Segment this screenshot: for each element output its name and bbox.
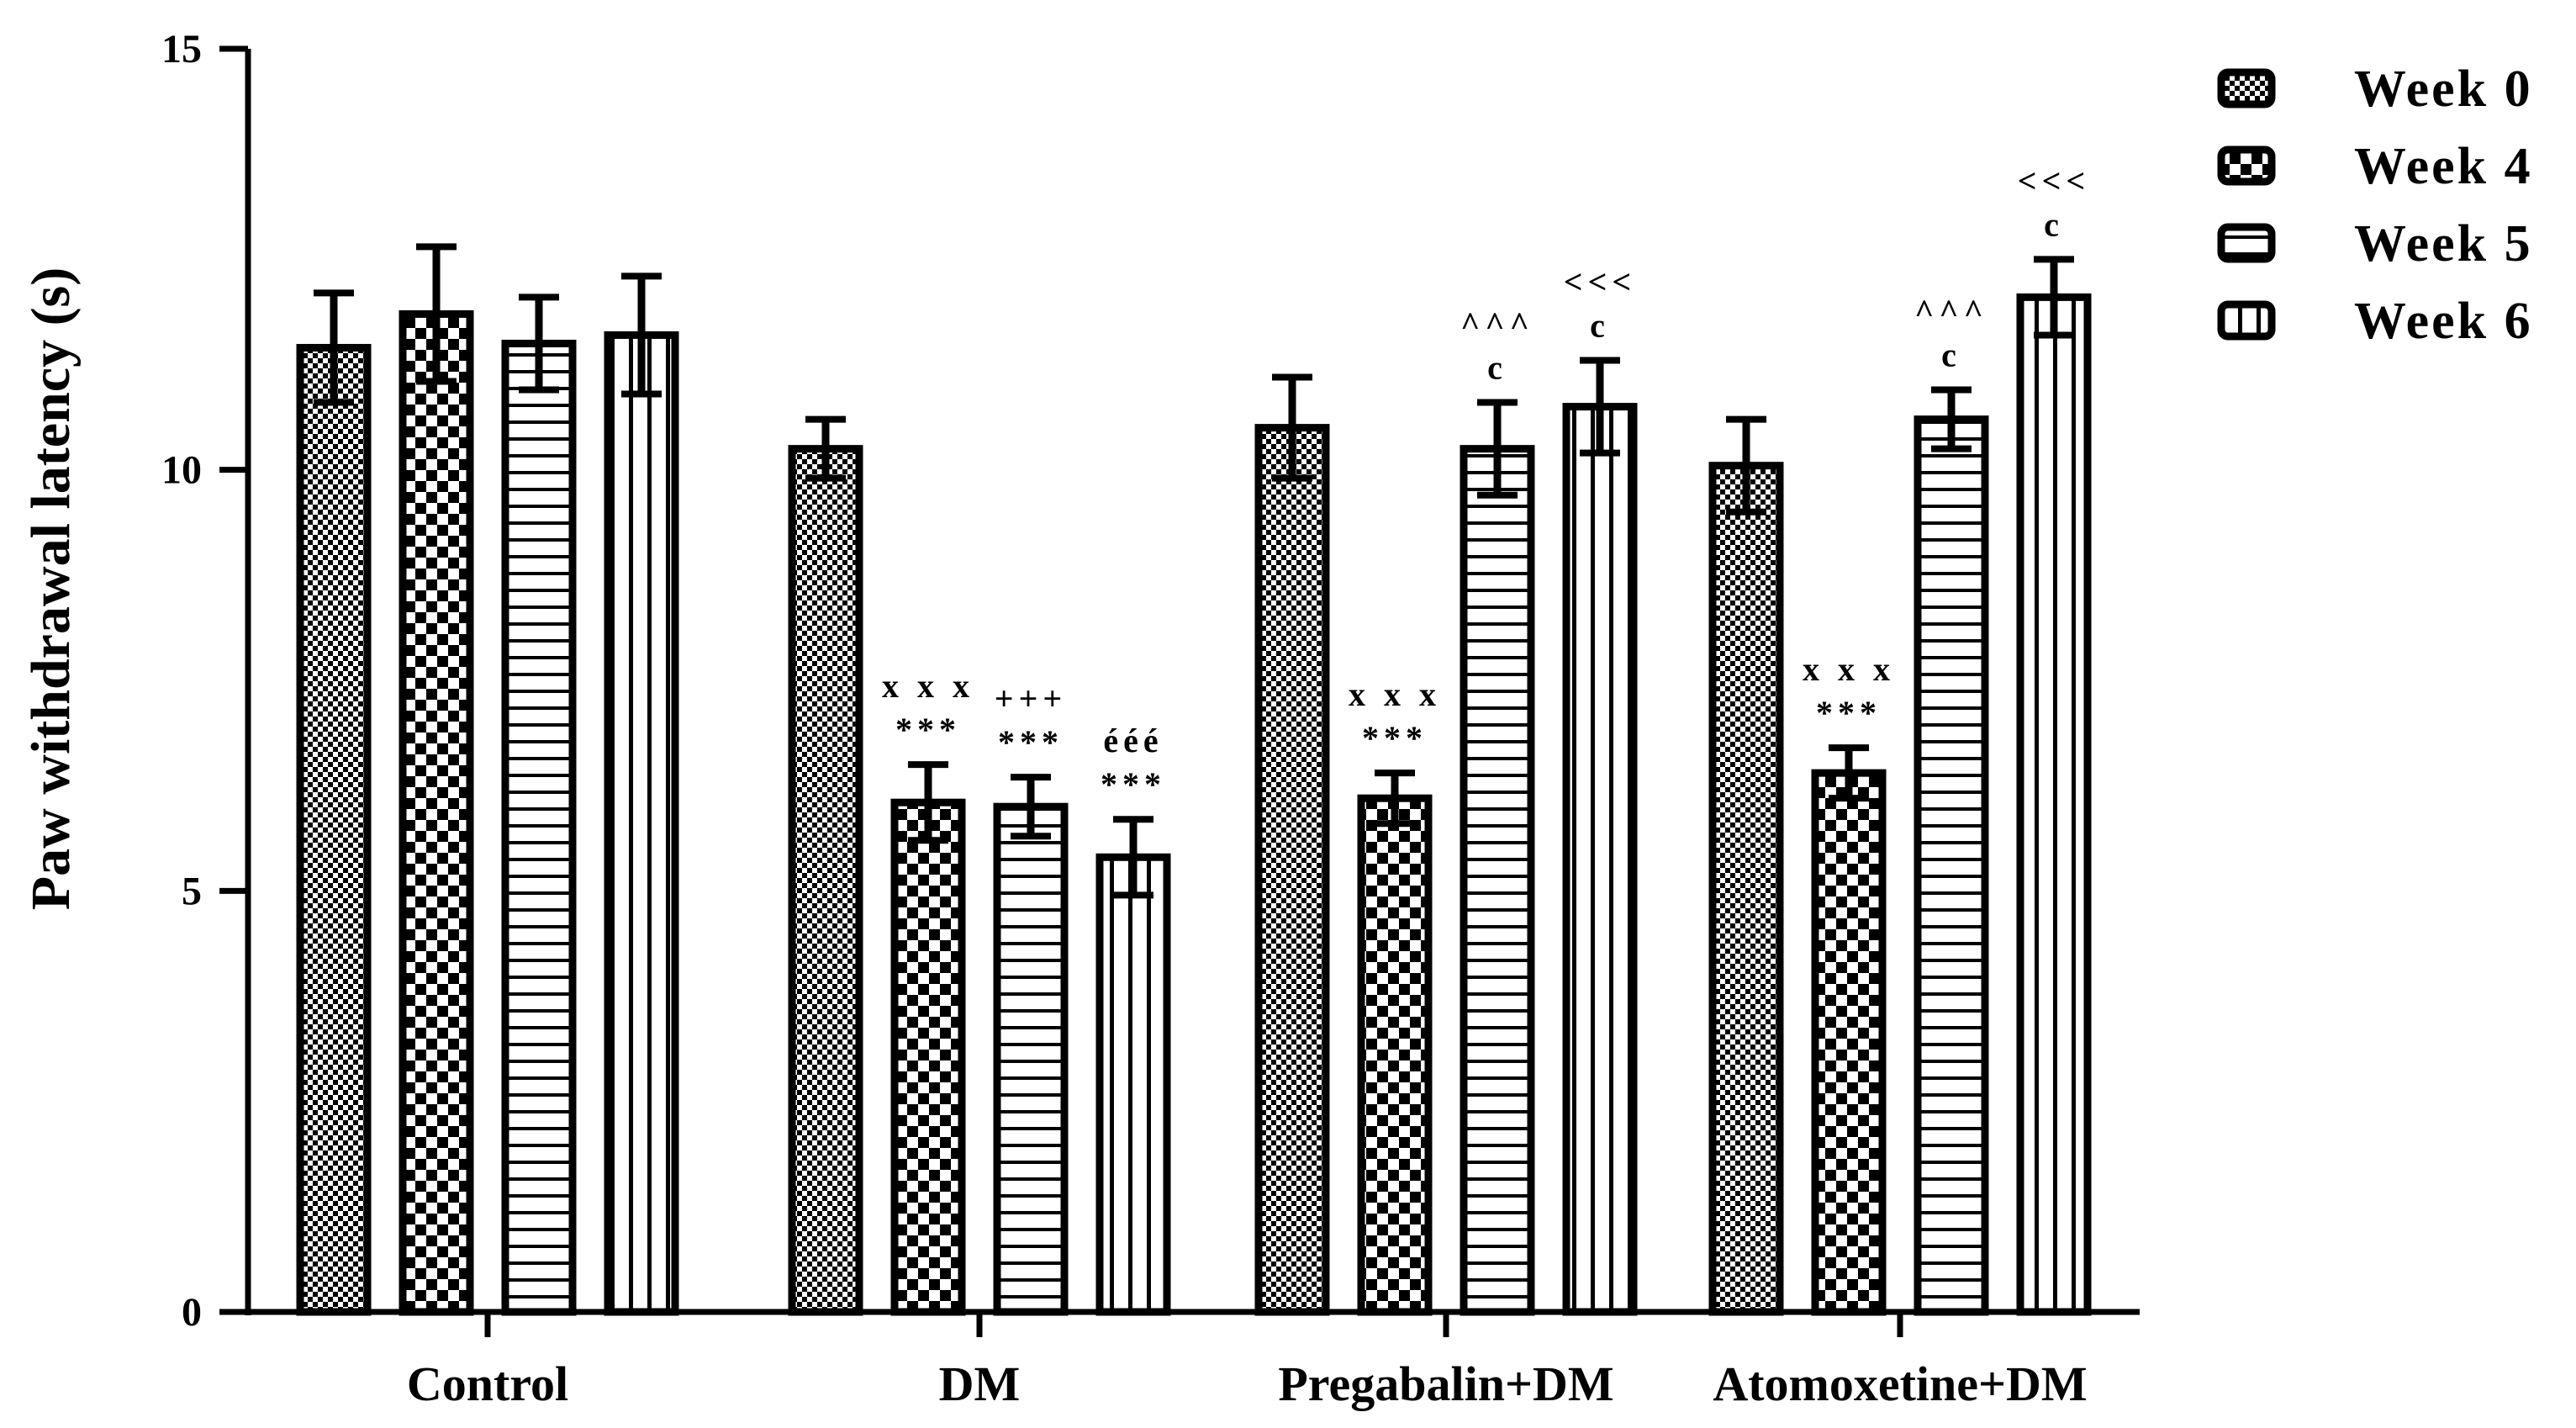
y-tick-label: 5	[182, 869, 202, 913]
x-tick-label: Atomoxetine+DM	[1713, 1357, 2087, 1411]
significance-label: ***	[1362, 719, 1428, 757]
legend-swatch-week-0	[2217, 68, 2276, 108]
significance-label: x x x	[1349, 675, 1441, 713]
significance-label: c	[1487, 349, 1507, 387]
bar-control-week-3	[604, 331, 679, 1316]
significance-label: ***	[998, 723, 1064, 761]
legend-label: Week 4	[2354, 138, 2533, 195]
y-tick-label: 10	[161, 448, 202, 493]
legend-label: Week 0	[2354, 61, 2533, 118]
legend-swatch-week-3	[2217, 300, 2276, 341]
x-tick-label: DM	[939, 1357, 1021, 1411]
legend-swatch-week-1	[2217, 145, 2276, 186]
significance-label: ^^^	[1914, 293, 1988, 331]
y-tick-label: 15	[161, 27, 202, 71]
legend-swatch-week-2	[2217, 223, 2276, 263]
y-axis-title: Paw withdrawal latency (s)	[20, 267, 82, 910]
significance-label: <<<	[2018, 161, 2090, 199]
bar-control-week-0	[296, 343, 372, 1316]
legend-label: Week 5	[2354, 215, 2533, 272]
legend: Week 0 Week 4 Week 5 Week 6	[2217, 61, 2533, 350]
significance-label: c	[1941, 336, 1961, 374]
bar-control-week-2	[501, 339, 577, 1316]
bar-dm-week-1	[890, 798, 966, 1316]
significance-label: ^^^	[1460, 305, 1534, 343]
bar-dm-week-0	[788, 445, 863, 1316]
bar-dm-week-2	[993, 802, 1069, 1316]
bar-control-week-1	[399, 309, 474, 1316]
axes: 0 5 10 15 Control DM Pregabalin+DM Atomoxetine+…	[161, 27, 2140, 1411]
bar-dm-week-3	[1095, 853, 1171, 1316]
bar-pregabalin-dm-week-3	[1562, 403, 1638, 1316]
significance-label: <<<	[1564, 262, 1636, 300]
x-tick-label: Pregabalin+DM	[1278, 1357, 1613, 1411]
significance-label: ***	[895, 711, 961, 748]
significance-label: c	[1590, 306, 1610, 344]
y-tick-label: 0	[182, 1290, 202, 1335]
significance-label: x x x	[882, 667, 974, 705]
x-tick-label: Control	[407, 1357, 568, 1411]
significance-label: +++	[995, 680, 1067, 717]
significance-label: c	[2044, 205, 2064, 243]
bar-pregabalin-dm-week-0	[1254, 424, 1330, 1316]
bar-pregabalin-dm-week-2	[1460, 445, 1535, 1316]
bar-atomoxetine-dm-week-2	[1914, 415, 1989, 1316]
significance-label: ééé	[1103, 722, 1163, 759]
bar-atomoxetine-dm-week-0	[1708, 462, 1784, 1316]
significance-label: ***	[1816, 694, 1882, 732]
bar-pregabalin-dm-week-1	[1357, 794, 1433, 1316]
bar-atomoxetine-dm-week-3	[2016, 293, 2092, 1316]
legend-label: Week 6	[2354, 293, 2533, 350]
plot-area: x x x *** x x x *** x x x *** +++ *** ^^^ c ^^^ c éé…	[296, 161, 2092, 1316]
bar-atomoxetine-dm-week-1	[1811, 769, 1887, 1316]
significance-label: x x x	[1803, 650, 1895, 688]
significance-label: ***	[1101, 765, 1166, 803]
